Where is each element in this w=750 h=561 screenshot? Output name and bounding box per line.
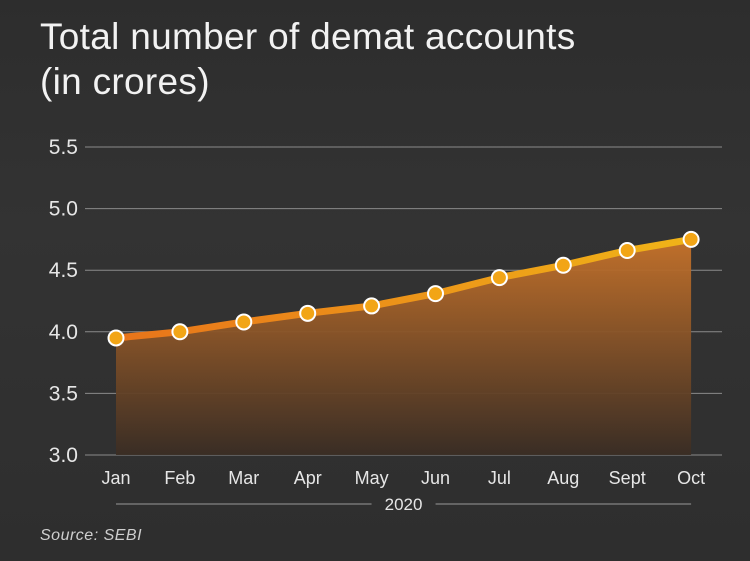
y-tick-label-3: 4.5 xyxy=(49,259,78,282)
data-point-oct xyxy=(682,230,700,248)
x-tick-label-aug: Aug xyxy=(547,468,579,488)
y-tick-label-0: 3.0 xyxy=(49,444,78,467)
y-tick-label-1: 3.5 xyxy=(49,382,78,405)
x-tick-label-jan: Jan xyxy=(101,468,130,488)
data-point-sept xyxy=(618,241,636,259)
y-tick-label-5: 5.5 xyxy=(49,136,78,159)
x-tick-label-may: May xyxy=(355,468,389,488)
x-tick-label-jul: Jul xyxy=(488,468,511,488)
source-note: Source: SEBI xyxy=(40,527,143,544)
data-point-apr xyxy=(299,304,317,322)
data-point-may xyxy=(363,297,381,315)
x-tick-label-feb: Feb xyxy=(164,468,195,488)
x-tick-label-oct: Oct xyxy=(677,468,705,488)
series-line xyxy=(112,235,695,342)
x-tick-label-sept: Sept xyxy=(609,468,646,488)
area-fill xyxy=(116,239,692,455)
data-point-jun xyxy=(427,285,444,303)
y-tick-label-4: 5.0 xyxy=(49,198,78,221)
chart-title-line-1: Total number of demat accounts xyxy=(40,16,576,57)
x-group-label: 2020 xyxy=(385,495,423,514)
data-point-jan xyxy=(107,329,125,347)
chart-title: Total number of demat accounts (in crore… xyxy=(40,14,576,104)
chart-title-line-2: (in crores) xyxy=(40,61,210,102)
x-tick-label-apr: Apr xyxy=(294,468,322,488)
x-tick-label-mar: Mar xyxy=(228,468,259,488)
data-point-feb xyxy=(171,323,189,341)
y-tick-label-2: 4.0 xyxy=(49,321,78,344)
data-point-jul xyxy=(490,269,508,287)
data-point-aug xyxy=(554,256,572,274)
x-tick-label-jun: Jun xyxy=(421,468,450,488)
data-point-mar xyxy=(235,313,253,331)
